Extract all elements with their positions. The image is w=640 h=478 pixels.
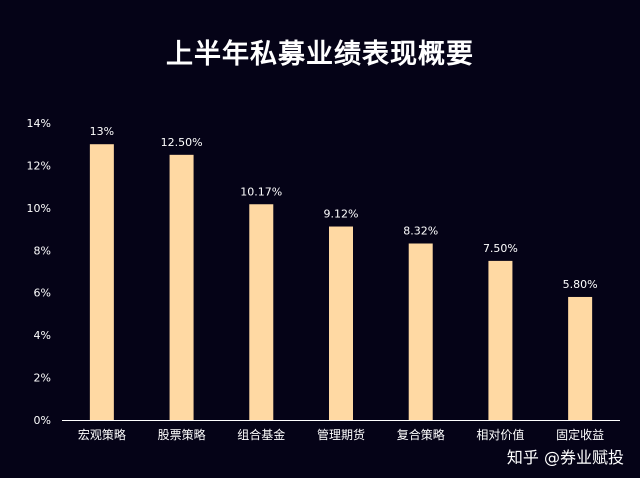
y-axis: 0% 2% 4% 6% 8% 10% 12% 14% (27, 117, 51, 427)
data-label: 7.50% (483, 242, 518, 255)
data-label: 10.17% (240, 185, 282, 198)
y-tick-label: 0% (34, 414, 51, 427)
bars-group (89, 144, 593, 421)
y-tick-label: 12% (27, 159, 51, 172)
y-tick-label: 4% (34, 329, 51, 342)
data-label: 5.80% (563, 278, 598, 291)
x-tick-label: 复合策略 (397, 427, 445, 442)
x-tick-label: 固定收益 (556, 427, 604, 442)
bar-1 (89, 144, 114, 420)
bar-5 (408, 243, 433, 420)
bar-2 (169, 154, 194, 421)
data-label: 9.12% (324, 208, 359, 221)
y-tick-label: 8% (34, 244, 51, 257)
data-label: 12.50% (161, 136, 203, 149)
y-tick-label: 6% (34, 287, 51, 300)
x-tick-label: 股票策略 (158, 427, 206, 442)
x-axis: 宏观策略 股票策略 组合基金 管理期货 复合策略 相对价值 固定收益 (62, 420, 620, 442)
data-label: 13% (90, 125, 114, 138)
data-labels-group: 13% 12.50% 10.17% 9.12% 8.32% 7.50% 5.80% (90, 125, 598, 291)
y-tick-label: 10% (27, 202, 51, 215)
bar-6 (488, 260, 513, 420)
chart-title: 上半年私募业绩表现概要 (166, 39, 474, 70)
x-tick-label: 宏观策略 (78, 427, 126, 442)
y-tick-label: 14% (27, 117, 51, 130)
bar-4 (329, 226, 353, 420)
x-tick-label: 组合基金 (237, 427, 285, 442)
x-tick-label: 相对价值 (476, 427, 524, 442)
bar-7 (568, 296, 593, 420)
y-tick-label: 2% (34, 372, 51, 385)
data-label: 8.32% (403, 224, 438, 237)
x-tick-label: 管理期货 (317, 427, 365, 442)
bar-3 (249, 204, 274, 420)
watermark: 知乎 @券业赋投 (506, 448, 624, 467)
